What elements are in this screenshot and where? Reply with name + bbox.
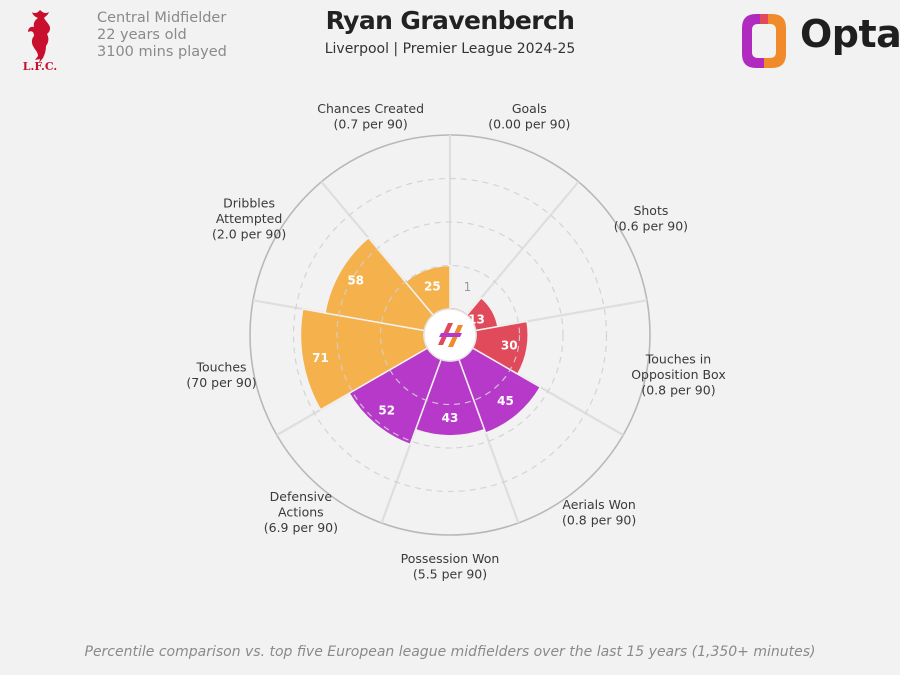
radar-gridline xyxy=(336,221,564,449)
category-label: Touches in xyxy=(645,352,711,367)
category-label: Possession Won xyxy=(401,551,500,566)
category-stat-label: (6.9 per 90) xyxy=(264,520,338,535)
title-block: Ryan Gravenberch Liverpool | Premier Lea… xyxy=(250,6,650,57)
category-label: Goals xyxy=(512,101,547,116)
liver-bird-icon xyxy=(28,10,51,63)
category-label: Opposition Box xyxy=(631,367,726,382)
category-stat-label: (0.00 per 90) xyxy=(488,117,570,132)
footnote: Percentile comparison vs. top five Europ… xyxy=(84,644,816,660)
category-stat-label: (0.6 per 90) xyxy=(614,219,688,234)
data-label: 43 xyxy=(442,411,459,425)
opta-mark-icon xyxy=(742,14,786,68)
data-label: 25 xyxy=(424,280,441,294)
club-crest-text: L.F.C. xyxy=(23,60,58,72)
page-subtitle: Liverpool | Premier League 2024-25 xyxy=(324,41,576,57)
radar-gridline xyxy=(292,177,608,493)
player-position: Central Midfielder xyxy=(97,10,227,26)
category-stat-label: (2.0 per 90) xyxy=(212,226,286,241)
player-minutes: 3100 mins played xyxy=(97,44,227,60)
data-label: 52 xyxy=(378,403,395,417)
category-label: Aerials Won xyxy=(562,497,635,512)
hub-logo-icon xyxy=(439,333,462,337)
category-label: Attempted xyxy=(216,211,282,226)
data-label: 13 xyxy=(468,313,485,327)
player-meta: Central Midfielder 22 years old 3100 min… xyxy=(97,10,227,61)
category-stat-label: (0.7 per 90) xyxy=(334,117,408,132)
category-stat-label: (0.8 per 90) xyxy=(641,383,715,398)
data-label: 71 xyxy=(312,351,329,365)
radar-gridline xyxy=(379,264,521,406)
club-crest-icon: L.F.C. xyxy=(23,10,58,72)
data-label: 30 xyxy=(501,338,518,352)
category-stat-label: (70 per 90) xyxy=(186,375,256,390)
category-label: Touches xyxy=(195,359,246,374)
data-label: 58 xyxy=(347,274,364,288)
opta-wordmark: Opta xyxy=(800,12,900,56)
category-label: Dribbles xyxy=(223,195,275,210)
data-label: 1 xyxy=(464,280,472,294)
category-label: Shots xyxy=(633,203,668,218)
category-label: Chances Created xyxy=(317,101,424,116)
data-label: 45 xyxy=(497,394,514,408)
opta-logo: Opta xyxy=(734,8,900,72)
player-age: 22 years old xyxy=(97,27,187,43)
page-title: Ryan Gravenberch xyxy=(325,6,575,35)
category-label: Actions xyxy=(278,505,324,520)
category-stat-label: (0.8 per 90) xyxy=(562,512,636,527)
category-label: Defensive xyxy=(270,489,333,504)
category-stat-label: (5.5 per 90) xyxy=(413,567,487,582)
